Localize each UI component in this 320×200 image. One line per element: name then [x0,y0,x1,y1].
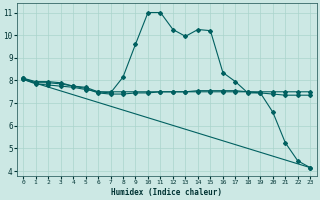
X-axis label: Humidex (Indice chaleur): Humidex (Indice chaleur) [111,188,222,197]
